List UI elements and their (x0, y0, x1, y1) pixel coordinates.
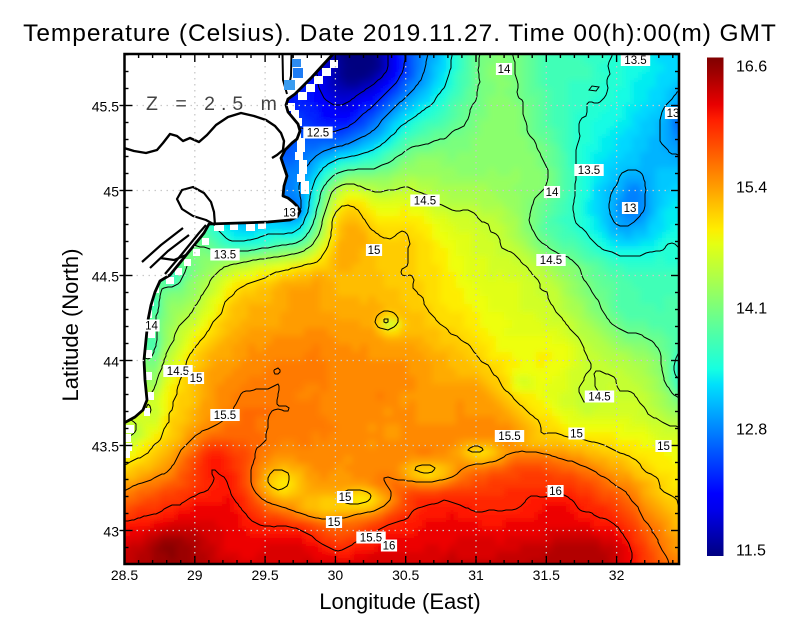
svg-text:16: 16 (383, 541, 396, 553)
svg-text:15.5: 15.5 (498, 431, 520, 443)
svg-text:30: 30 (328, 567, 344, 583)
svg-text:43: 43 (103, 523, 119, 539)
svg-text:Temperature (Celsius). Date 20: Temperature (Celsius). Date 2019.11.27. … (23, 20, 777, 47)
svg-text:29.5: 29.5 (251, 567, 278, 583)
svg-text:15: 15 (339, 492, 352, 504)
svg-text:45.5: 45.5 (92, 98, 119, 114)
svg-text:13: 13 (624, 203, 637, 215)
svg-text:15: 15 (368, 245, 381, 257)
svg-text:11.5: 11.5 (736, 543, 766, 560)
svg-text:13.5: 13.5 (578, 165, 600, 177)
svg-text:13: 13 (667, 108, 680, 120)
svg-text:14: 14 (546, 187, 559, 199)
svg-text:29: 29 (187, 567, 203, 583)
svg-text:15.4: 15.4 (736, 180, 767, 197)
svg-text:14.5: 14.5 (167, 366, 189, 378)
svg-text:14: 14 (145, 321, 158, 333)
svg-text:15.5: 15.5 (360, 533, 382, 545)
svg-text:45: 45 (103, 183, 119, 199)
svg-text:32: 32 (609, 567, 625, 583)
svg-text:15.5: 15.5 (214, 410, 236, 422)
svg-text:44: 44 (103, 353, 119, 369)
svg-text:Z = 2.5 m: Z = 2.5 m (146, 93, 283, 115)
svg-text:12.8: 12.8 (736, 422, 767, 439)
svg-text:16.6: 16.6 (736, 59, 767, 76)
svg-text:Latitude (North): Latitude (North) (58, 249, 83, 402)
svg-text:14.5: 14.5 (588, 392, 610, 404)
svg-text:13: 13 (283, 208, 296, 220)
svg-text:14.1: 14.1 (736, 301, 767, 318)
svg-text:15: 15 (570, 429, 583, 441)
svg-text:31: 31 (468, 567, 484, 583)
svg-text:16: 16 (549, 486, 562, 498)
svg-text:13.5: 13.5 (214, 250, 236, 262)
svg-text:28.5: 28.5 (111, 567, 138, 583)
svg-text:15: 15 (657, 441, 670, 453)
svg-text:13.5: 13.5 (624, 55, 646, 67)
svg-text:15: 15 (190, 373, 203, 385)
svg-text:31.5: 31.5 (533, 567, 560, 583)
svg-text:14.5: 14.5 (540, 255, 562, 267)
svg-text:Longitude (East): Longitude (East) (319, 589, 480, 614)
svg-text:14: 14 (498, 64, 511, 76)
svg-text:15: 15 (328, 517, 341, 529)
svg-text:12.5: 12.5 (307, 128, 329, 140)
svg-text:43.5: 43.5 (92, 438, 119, 454)
svg-text:44.5: 44.5 (92, 268, 119, 284)
svg-text:30.5: 30.5 (392, 567, 419, 583)
svg-text:14.5: 14.5 (414, 196, 436, 208)
